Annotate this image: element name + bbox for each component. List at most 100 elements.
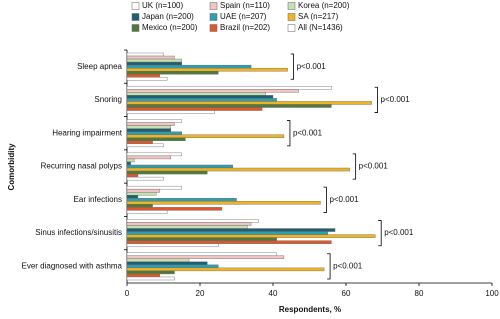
bar	[126, 252, 277, 256]
significance-bracket	[352, 153, 357, 180]
annotation: p<0.001	[384, 228, 414, 237]
x-tick-label: 80	[415, 289, 424, 298]
bar	[126, 92, 266, 96]
bar	[126, 89, 299, 93]
bar	[126, 173, 139, 178]
annotation: p<0.001	[359, 162, 389, 171]
bar	[126, 176, 164, 181]
legend-label: SA (n=217)	[298, 12, 339, 21]
bar	[126, 198, 237, 202]
bar	[126, 140, 153, 145]
annotation: p<0.001	[293, 128, 323, 137]
bar	[126, 58, 182, 63]
bar	[126, 152, 182, 157]
bar	[126, 167, 350, 172]
y-tick-label: Ear infections	[74, 195, 122, 204]
annotation: p<0.001	[297, 62, 327, 71]
y-tick-label: Snoring	[94, 95, 122, 104]
legend-label: UK (n=100)	[142, 1, 183, 10]
y-tick-label: Sleep apnea	[77, 62, 122, 71]
bar	[126, 98, 277, 102]
legend-label: All (N=1436)	[298, 23, 343, 32]
bar	[126, 210, 168, 214]
bar	[126, 237, 277, 241]
legend-swatch	[209, 2, 218, 10]
bar	[126, 74, 161, 78]
bar	[126, 155, 171, 160]
legend-label: Japan (n=200)	[142, 12, 194, 21]
annotation: p<0.001	[381, 95, 411, 104]
significance-bracket	[374, 86, 378, 113]
bar	[126, 119, 182, 123]
bar	[126, 64, 252, 69]
x-tick-label: 100	[485, 289, 499, 298]
bar	[126, 219, 259, 223]
bar	[126, 61, 182, 66]
bar	[126, 170, 208, 175]
legend-label: Korea (n=200)	[298, 1, 350, 10]
x-axis-title: Respondents, %	[279, 305, 341, 314]
bar	[126, 52, 164, 57]
x-tick-label: 0	[125, 289, 130, 298]
bar	[126, 195, 139, 199]
legend-label: Mexico (n=200)	[142, 23, 198, 32]
x-tick-label: 20	[196, 289, 205, 298]
bar	[126, 110, 215, 114]
bar	[126, 261, 208, 266]
bar	[126, 137, 186, 141]
significance-bracket	[290, 53, 294, 80]
bar	[126, 270, 175, 275]
bar	[126, 243, 219, 247]
x-tick-label: 60	[342, 289, 351, 298]
bar	[126, 164, 234, 169]
legend-swatch	[287, 13, 296, 21]
bar	[126, 122, 175, 126]
significance-bracket	[286, 120, 291, 147]
bar	[126, 158, 135, 163]
bar	[126, 264, 219, 269]
bar	[126, 143, 164, 148]
bar	[126, 192, 157, 196]
bar	[126, 240, 332, 244]
bar	[126, 276, 175, 281]
legend-label: UAE (n=207)	[220, 12, 267, 21]
legend-swatch	[131, 2, 140, 10]
legend-swatch	[209, 13, 218, 21]
legend-label: Spain (n=110)	[220, 1, 270, 10]
bar	[126, 128, 171, 132]
bar	[126, 70, 219, 75]
y-tick-label: Ever diagnosed with asthma	[22, 261, 123, 270]
y-tick-label: Recurring nasal polyps	[41, 162, 122, 171]
bar	[126, 104, 332, 108]
bar	[126, 188, 161, 193]
bar	[126, 125, 171, 129]
bar	[126, 131, 182, 135]
bar	[126, 273, 161, 278]
bar	[126, 234, 376, 238]
bar	[126, 134, 285, 138]
bar	[126, 258, 190, 263]
significance-bracket	[323, 186, 327, 213]
bar	[126, 267, 325, 272]
legend-swatch	[287, 24, 296, 32]
bar	[126, 204, 153, 208]
bar	[126, 225, 248, 229]
y-tick-label: Hearing impairment	[52, 128, 123, 137]
y-tick-label: Sinus infections/sinusitis	[35, 228, 122, 237]
bar	[126, 255, 285, 259]
y-axis-title: Comorbidity	[7, 143, 16, 191]
bar	[126, 201, 321, 205]
bar	[126, 101, 372, 105]
significance-bracket	[327, 253, 331, 280]
legend-swatch	[209, 24, 218, 32]
bar	[126, 185, 182, 190]
annotation: p<0.001	[333, 261, 363, 270]
bar	[126, 222, 252, 226]
significance-bracket	[378, 220, 382, 247]
bar	[126, 107, 263, 111]
bar	[126, 86, 332, 90]
bar	[126, 55, 175, 60]
bar	[126, 231, 328, 235]
bar	[126, 67, 288, 72]
